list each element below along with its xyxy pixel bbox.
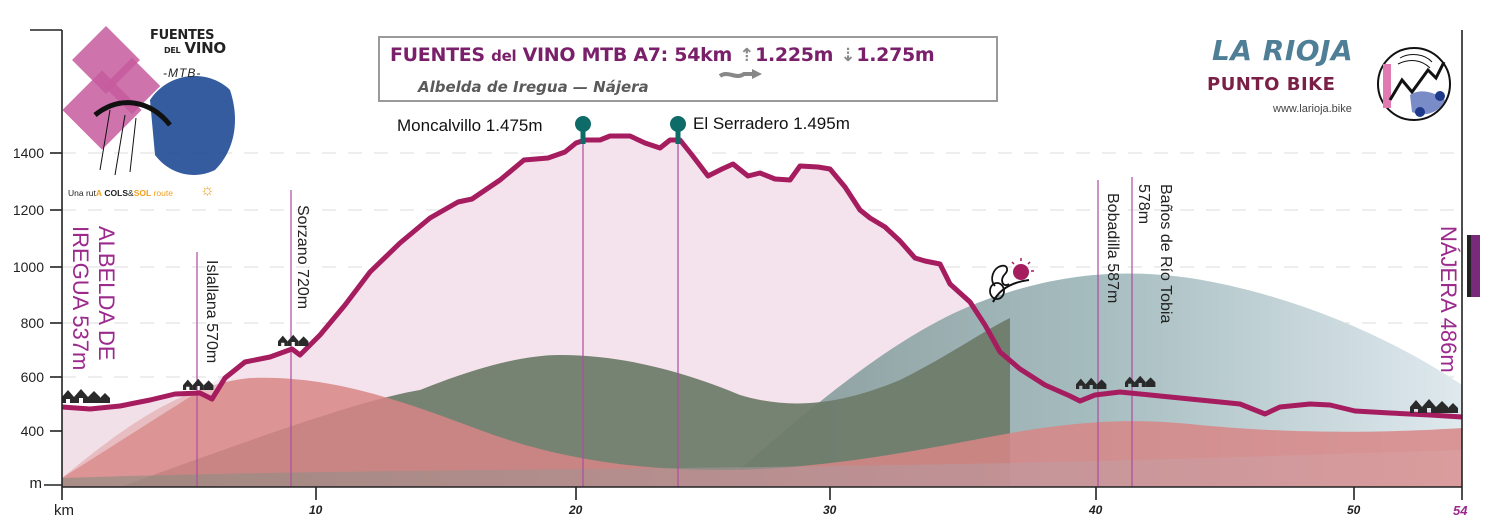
village-icons <box>62 334 1458 413</box>
y-tick-800: 800 <box>20 315 44 331</box>
arrow-up-icon: ⇡ <box>739 45 755 66</box>
y-tick-600: 600 <box>20 369 44 385</box>
end-label-najera: NÁJERA 486m <box>1436 226 1461 373</box>
village-icon <box>1076 377 1107 389</box>
x-axis-unit: km <box>54 502 74 519</box>
logo-left-del: DEL <box>164 46 181 55</box>
logo-right-url[interactable]: www.larioja.bike <box>1273 103 1352 115</box>
x-tick-50: 50 <box>1347 503 1361 517</box>
profile-line <box>61 133 1463 420</box>
village-icon <box>183 378 214 390</box>
logo-left-tagline: Una rutA COLS&SOL route <box>68 188 173 198</box>
route-title-box: FUENTES del VINO MTB A7: 54km ⇡1.225m ⇣1… <box>378 36 998 102</box>
axes <box>30 29 1463 500</box>
arrow-down-icon: ⇣ <box>840 45 856 66</box>
x-tick-40: 40 <box>1089 503 1103 517</box>
elevation-loss: 1.275m <box>856 44 935 66</box>
y-tick-400: 400 <box>20 423 44 439</box>
y-tick-1000: 1000 <box>12 259 44 275</box>
route-end: Nájera <box>593 78 649 96</box>
village-icon <box>1410 399 1458 413</box>
logo-left-vino: VINO <box>184 39 227 57</box>
cc-by-nc-icon <box>1467 235 1480 297</box>
fuentes-del-vino-logo-art <box>62 26 235 176</box>
tagline-b: A <box>95 188 103 198</box>
peak-marker-el-serradero <box>670 116 686 144</box>
sun-cyclist-icon: ☼ <box>200 182 215 199</box>
title-prefix: FUENTES <box>390 44 485 66</box>
y-tick-1400: 1400 <box>12 145 44 161</box>
start-label-line2: IREGUA 537m <box>68 226 93 371</box>
logo-right-title: LA RIOJA <box>1212 34 1354 67</box>
town-label-bobadilla: Bobadilla 587m <box>1104 193 1121 304</box>
town-lines <box>196 128 1133 487</box>
elevation-gain: 1.225m <box>755 44 834 66</box>
town-label-banos-de-rio-tobia: Baños de Río Tobia <box>1157 184 1174 324</box>
logo-left-title: FUENTES DEL VINO <box>150 29 226 57</box>
peak-marker-moncalvillo <box>575 116 591 144</box>
logo-left-line1: FUENTES <box>150 28 215 43</box>
route-subtitle: Albelda de Iregua — Nájera <box>418 78 649 96</box>
tagline-f: route <box>153 188 173 198</box>
village-icon <box>1125 375 1156 387</box>
logo-right-subtitle: PUNTO BIKE <box>1207 74 1336 95</box>
tagline-a: Una rut <box>68 188 96 198</box>
title-main: VINO MTB A7: 54km <box>522 44 733 66</box>
route-title: FUENTES del VINO MTB A7: 54km ⇡1.225m ⇣1… <box>390 44 935 66</box>
hill-red <box>62 377 1462 487</box>
x-tick-10: 10 <box>309 503 323 517</box>
ground-wash <box>62 450 1462 487</box>
x-tick-54: 54 <box>1453 503 1468 518</box>
town-label-islallana: Islallana 570m <box>203 260 220 364</box>
y-axis-unit: m <box>29 475 43 492</box>
cyclist-icon <box>989 258 1034 303</box>
start-label-line1: ALBELDA DE <box>94 226 119 361</box>
y-tick-1200: 1200 <box>12 202 44 218</box>
tagline-d: & <box>128 188 134 198</box>
logo-left-mtb: -MTB- <box>163 66 202 80</box>
peak-label-moncalvillo: Moncalvillo 1.475m <box>397 116 543 135</box>
x-tick-20: 20 <box>569 503 583 517</box>
wavy-arrow-icon <box>718 69 762 79</box>
town-label-sorzano: Sorzano 720m <box>294 205 311 310</box>
title-del: del <box>491 47 517 65</box>
la-rioja-punto-bike-logo-art <box>1377 47 1451 121</box>
x-tick-30: 30 <box>823 503 837 517</box>
peak-label-el-serradero: El Serradero 1.495m <box>693 114 850 133</box>
town-label-banos-elevation: 578m <box>1135 184 1152 225</box>
tagline-e: SOL <box>133 188 152 198</box>
village-icon <box>278 334 309 346</box>
village-icon <box>62 389 110 403</box>
route-start: Albelda de Iregua — <box>418 78 588 96</box>
tagline-c: COLS <box>104 188 129 198</box>
